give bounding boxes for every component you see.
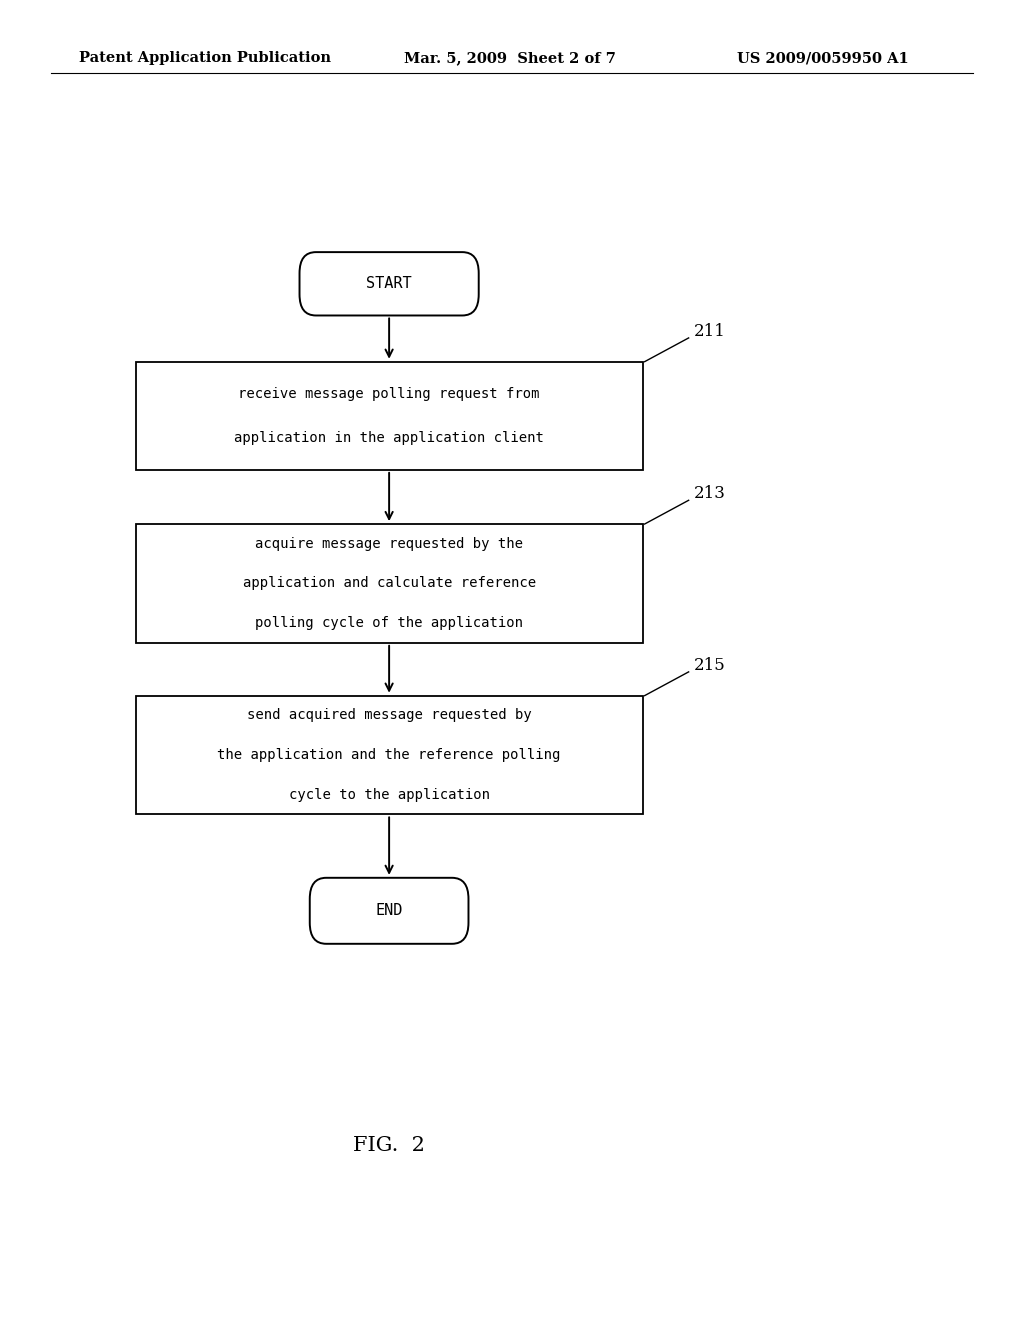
Text: FIG.  2: FIG. 2	[353, 1137, 425, 1155]
Text: END: END	[376, 903, 402, 919]
Text: send acquired message requested by: send acquired message requested by	[247, 709, 531, 722]
Text: US 2009/0059950 A1: US 2009/0059950 A1	[737, 51, 909, 65]
Text: 215: 215	[694, 657, 726, 673]
Bar	[135, 524, 643, 643]
Text: application in the application client: application in the application client	[234, 430, 544, 445]
Text: 211: 211	[694, 323, 726, 339]
Text: the application and the reference polling: the application and the reference pollin…	[217, 748, 561, 762]
Text: Mar. 5, 2009  Sheet 2 of 7: Mar. 5, 2009 Sheet 2 of 7	[404, 51, 616, 65]
Text: acquire message requested by the: acquire message requested by the	[255, 537, 523, 550]
Bar	[135, 696, 643, 814]
Text: receive message polling request from: receive message polling request from	[239, 387, 540, 401]
Bar	[135, 362, 643, 470]
Text: polling cycle of the application: polling cycle of the application	[255, 616, 523, 630]
Text: cycle to the application: cycle to the application	[289, 788, 489, 801]
FancyBboxPatch shape	[309, 878, 469, 944]
FancyBboxPatch shape	[299, 252, 478, 315]
Text: 213: 213	[694, 486, 726, 502]
Text: application and calculate reference: application and calculate reference	[243, 577, 536, 590]
Text: START: START	[367, 276, 412, 292]
Text: Patent Application Publication: Patent Application Publication	[79, 51, 331, 65]
